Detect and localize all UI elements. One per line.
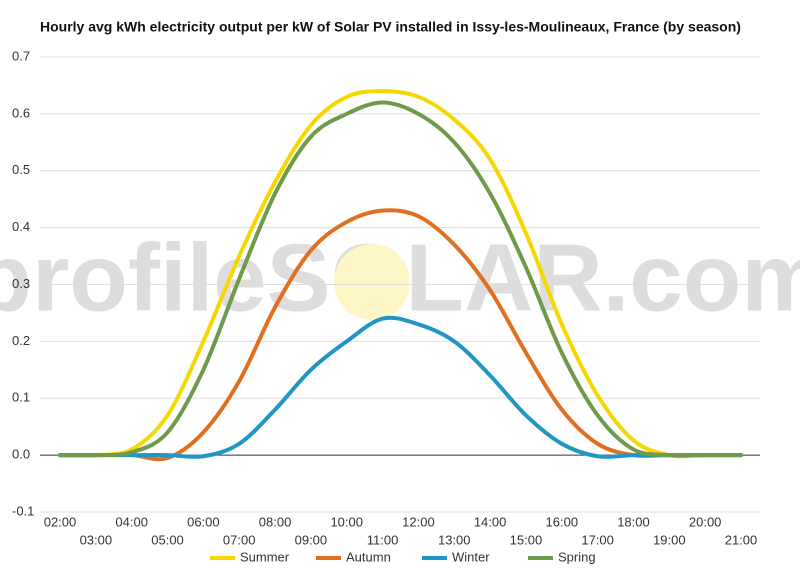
series-line bbox=[58, 100, 743, 458]
x-tick-label: 08:00 bbox=[259, 514, 292, 529]
x-tick-label: 20:00 bbox=[689, 514, 722, 529]
legend-label: Winter bbox=[452, 549, 490, 564]
series-line bbox=[58, 89, 743, 459]
x-tick-label: 13:00 bbox=[438, 532, 471, 547]
legend-label: Spring bbox=[558, 549, 596, 564]
x-tick-label: 02:00 bbox=[44, 514, 77, 529]
x-tick-label: 19:00 bbox=[653, 532, 686, 547]
x-tick-label: 05:00 bbox=[151, 532, 184, 547]
y-tick-label: 0.4 bbox=[12, 219, 30, 234]
watermark-sun bbox=[334, 244, 410, 320]
x-tick-label: 04:00 bbox=[115, 514, 148, 529]
x-tick-label: 07:00 bbox=[223, 532, 256, 547]
y-tick-label: 0.1 bbox=[12, 390, 30, 405]
x-tick-label: 17:00 bbox=[581, 532, 614, 547]
x-tick-label: 11:00 bbox=[367, 532, 399, 547]
y-tick-label: 0.5 bbox=[12, 162, 30, 177]
x-tick-label: 06:00 bbox=[187, 514, 220, 529]
x-tick-label: 14:00 bbox=[474, 514, 507, 529]
y-tick-label: 0.2 bbox=[12, 333, 30, 348]
chart-title: Hourly avg kWh electricity output per kW… bbox=[40, 19, 741, 35]
x-tick-label: 18:00 bbox=[617, 514, 650, 529]
x-tick-label: 12:00 bbox=[402, 514, 435, 529]
x-tick-label: 15:00 bbox=[510, 532, 543, 547]
y-tick-label: 0.6 bbox=[12, 105, 30, 120]
x-tick-label: 10:00 bbox=[330, 514, 363, 529]
x-tick-label: 03:00 bbox=[80, 532, 113, 547]
y-tick-label: 0.7 bbox=[12, 48, 30, 63]
x-tick-label: 16:00 bbox=[546, 514, 579, 529]
legend-label: Summer bbox=[240, 549, 290, 564]
y-tick-label: 0.0 bbox=[12, 447, 30, 462]
y-tick-label: -0.1 bbox=[12, 503, 34, 518]
x-tick-label: 21:00 bbox=[725, 532, 758, 547]
x-tick-label: 09:00 bbox=[295, 532, 328, 547]
y-tick-label: 0.3 bbox=[12, 276, 30, 291]
legend-label: Autumn bbox=[346, 549, 391, 564]
series-line bbox=[58, 315, 743, 459]
